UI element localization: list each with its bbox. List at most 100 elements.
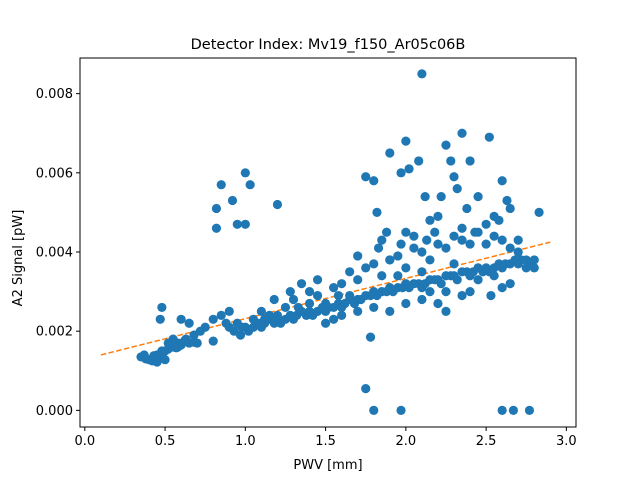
data-point — [293, 302, 303, 313]
plot-area — [100, 69, 551, 415]
data-point — [441, 286, 451, 297]
data-point — [529, 255, 539, 265]
data-point — [420, 191, 430, 202]
data-point — [417, 247, 427, 257]
data-point — [436, 191, 446, 202]
data-point — [513, 235, 523, 245]
data-point — [365, 332, 376, 342]
data-point — [457, 290, 467, 301]
data-point — [320, 318, 331, 328]
data-point — [449, 231, 459, 241]
x-tick-label: 0.0 — [74, 434, 95, 449]
data-point — [361, 172, 371, 182]
data-point — [465, 286, 475, 297]
data-point — [211, 223, 222, 233]
data-point — [163, 338, 173, 348]
data-point — [433, 211, 443, 221]
data-point — [372, 207, 382, 218]
data-point — [345, 290, 355, 301]
data-point — [449, 259, 459, 269]
data-point — [489, 231, 499, 241]
data-point — [465, 239, 475, 249]
x-tick-label: 0.5 — [155, 434, 176, 449]
data-point — [208, 314, 218, 324]
data-point — [396, 239, 406, 249]
data-point — [216, 180, 226, 190]
x-tick-label: 1.5 — [315, 434, 336, 449]
data-point — [409, 231, 419, 241]
data-point — [385, 306, 395, 316]
data-point — [457, 235, 467, 245]
data-point — [353, 306, 363, 316]
data-point — [240, 168, 250, 178]
data-point — [401, 263, 411, 273]
data-point — [414, 156, 424, 166]
data-point — [425, 215, 435, 225]
y-tick-label: 0.000 — [36, 404, 73, 419]
data-point — [484, 132, 494, 142]
data-point — [176, 314, 186, 324]
data-point — [245, 180, 255, 190]
data-point — [157, 302, 167, 313]
data-point — [441, 306, 451, 316]
data-point — [505, 243, 515, 253]
data-point — [369, 405, 379, 415]
x-tick-label: 3.0 — [556, 434, 577, 449]
data-point — [377, 235, 387, 245]
axes: 0.0 0.5 1.0 1.5 2.0 2.5 3.0 0.000 0.002 0.004 0.00… — [36, 57, 577, 449]
data-point — [473, 191, 483, 202]
data-point — [232, 219, 242, 229]
data-point — [272, 310, 283, 320]
data-point — [422, 235, 432, 245]
data-point — [396, 405, 406, 415]
data-point — [269, 294, 279, 305]
data-point — [385, 148, 395, 158]
data-point — [524, 405, 535, 415]
y-tick-label: 0.002 — [36, 325, 73, 340]
data-point — [333, 290, 344, 301]
y-tick-label: 0.008 — [36, 87, 73, 102]
data-point — [189, 330, 199, 340]
data-point — [248, 314, 258, 324]
data-point — [393, 251, 403, 261]
data-point — [457, 128, 467, 138]
data-point — [227, 195, 238, 206]
data-point — [462, 203, 472, 214]
data-point — [256, 306, 266, 316]
data-point — [208, 336, 218, 346]
data-point — [280, 302, 291, 313]
axes-frame — [79, 57, 577, 428]
data-point — [497, 176, 507, 186]
data-point — [353, 251, 363, 261]
data-point — [259, 314, 270, 324]
data-point — [481, 239, 491, 249]
data-point — [401, 298, 411, 309]
data-point — [155, 314, 165, 324]
data-point — [152, 350, 162, 360]
data-point — [473, 275, 483, 285]
data-point — [425, 255, 435, 265]
data-point — [409, 243, 419, 253]
data-point — [329, 314, 339, 324]
data-point — [529, 263, 539, 273]
data-point — [240, 219, 250, 229]
data-point — [173, 342, 183, 352]
x-tick-label: 1.0 — [235, 434, 256, 449]
data-point — [396, 168, 406, 178]
y-tick-label: 0.006 — [36, 166, 73, 181]
data-point — [216, 310, 226, 320]
data-point — [353, 275, 363, 285]
data-point — [497, 283, 507, 293]
data-point — [304, 286, 315, 297]
data-point — [296, 279, 307, 289]
data-point — [425, 286, 435, 297]
data-point — [502, 195, 512, 206]
x-tick-label: 2.0 — [396, 434, 417, 449]
data-point — [373, 243, 384, 253]
data-point — [494, 215, 504, 225]
data-point — [160, 346, 170, 356]
data-point — [401, 227, 411, 237]
data-point — [304, 298, 315, 309]
data-point — [489, 271, 499, 281]
